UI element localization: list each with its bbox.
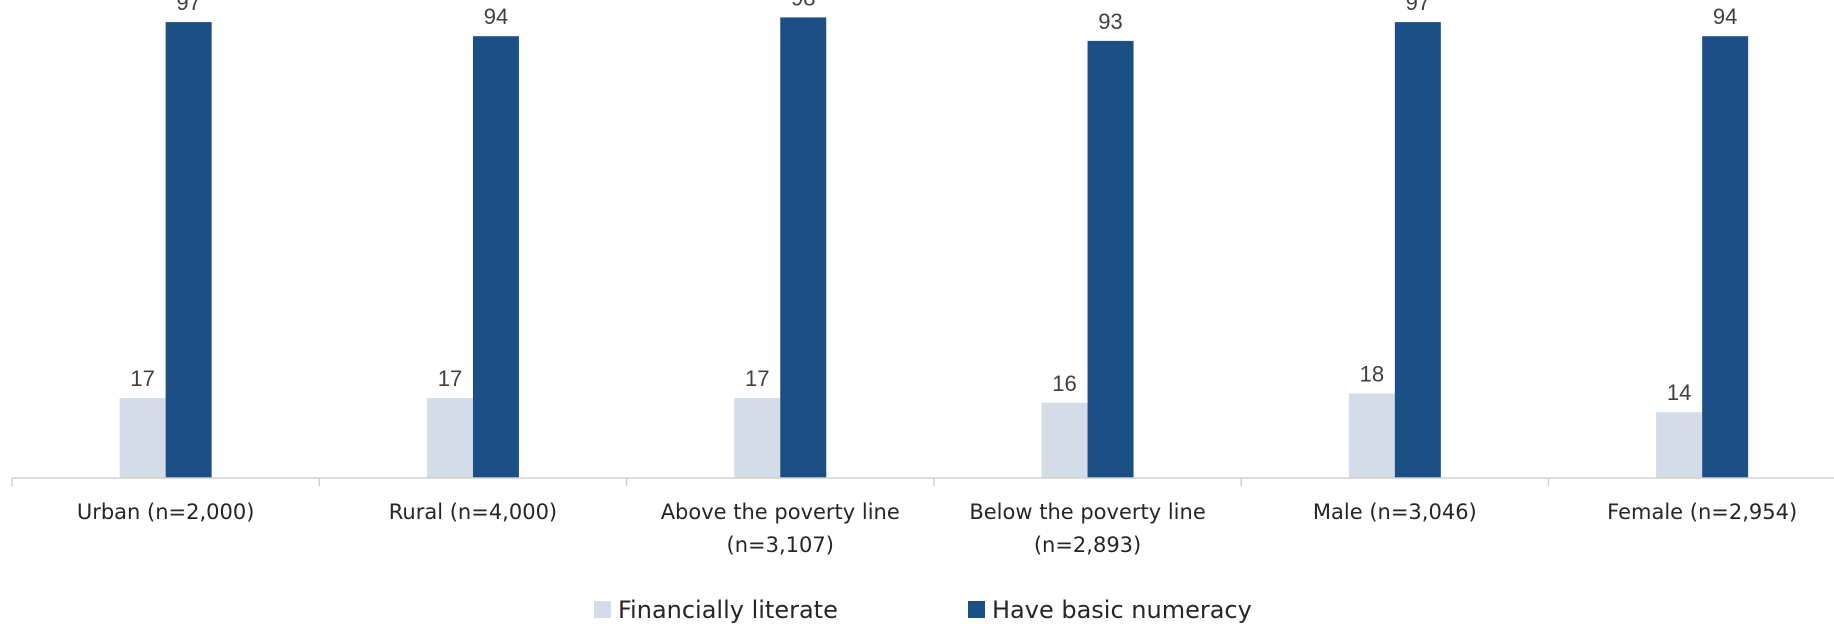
bar-value-label: 98	[791, 0, 815, 10]
bar-value-label: 94	[484, 4, 508, 29]
bar-value-label: 17	[438, 366, 462, 391]
bar-basic-numeracy	[780, 17, 827, 479]
bar-financially-literate	[426, 398, 473, 478]
category-label: (n=2,893)	[1034, 533, 1141, 557]
bar-value-label: 16	[1052, 371, 1076, 396]
bar-value-label: 97	[176, 0, 200, 15]
bar-basic-numeracy	[1087, 40, 1134, 479]
bar-value-label: 97	[1406, 0, 1430, 15]
bar-financially-literate	[1348, 393, 1395, 478]
legend-label: Have basic numeracy	[992, 596, 1252, 624]
bar-basic-numeracy	[472, 36, 519, 478]
bar-basic-numeracy	[1394, 22, 1441, 478]
category-label: Urban (n=2,000)	[77, 500, 255, 524]
bar-basic-numeracy	[1702, 36, 1749, 478]
bar-value-label: 17	[745, 366, 769, 391]
legend-label: Financially literate	[618, 596, 838, 624]
bar-value-label: 17	[130, 366, 154, 391]
legend-swatch	[594, 601, 611, 618]
bar-value-label: 14	[1667, 380, 1691, 405]
value-labels-layer: 17 97 17 94 17 98 16 93 18 97 14 94	[130, 0, 1737, 405]
bar-financially-literate	[1656, 412, 1703, 478]
x-axis-ticks	[11, 478, 1550, 486]
legend-swatch	[968, 601, 985, 618]
category-label: Male (n=3,046)	[1313, 500, 1477, 524]
bar-financially-literate	[734, 398, 781, 478]
bar-financially-literate	[1041, 402, 1088, 478]
category-label: Female (n=2,954)	[1607, 500, 1797, 524]
bar-value-label: 94	[1713, 4, 1737, 29]
bars-layer	[119, 17, 1749, 479]
category-label: Below the poverty line	[969, 500, 1205, 524]
bar-value-label: 93	[1098, 9, 1122, 34]
category-label: Above the poverty line	[661, 500, 900, 524]
category-label: (n=3,107)	[727, 533, 834, 557]
bar-value-label: 18	[1360, 361, 1384, 386]
x-axis-labels: Urban (n=2,000) Rural (n=4,000) Above the …	[77, 500, 1797, 557]
bar-financially-literate	[119, 398, 166, 478]
category-label: Rural (n=4,000)	[389, 500, 557, 524]
bar-basic-numeracy	[165, 22, 212, 478]
legend: Financially literate Have basic numeracy	[594, 596, 1252, 624]
